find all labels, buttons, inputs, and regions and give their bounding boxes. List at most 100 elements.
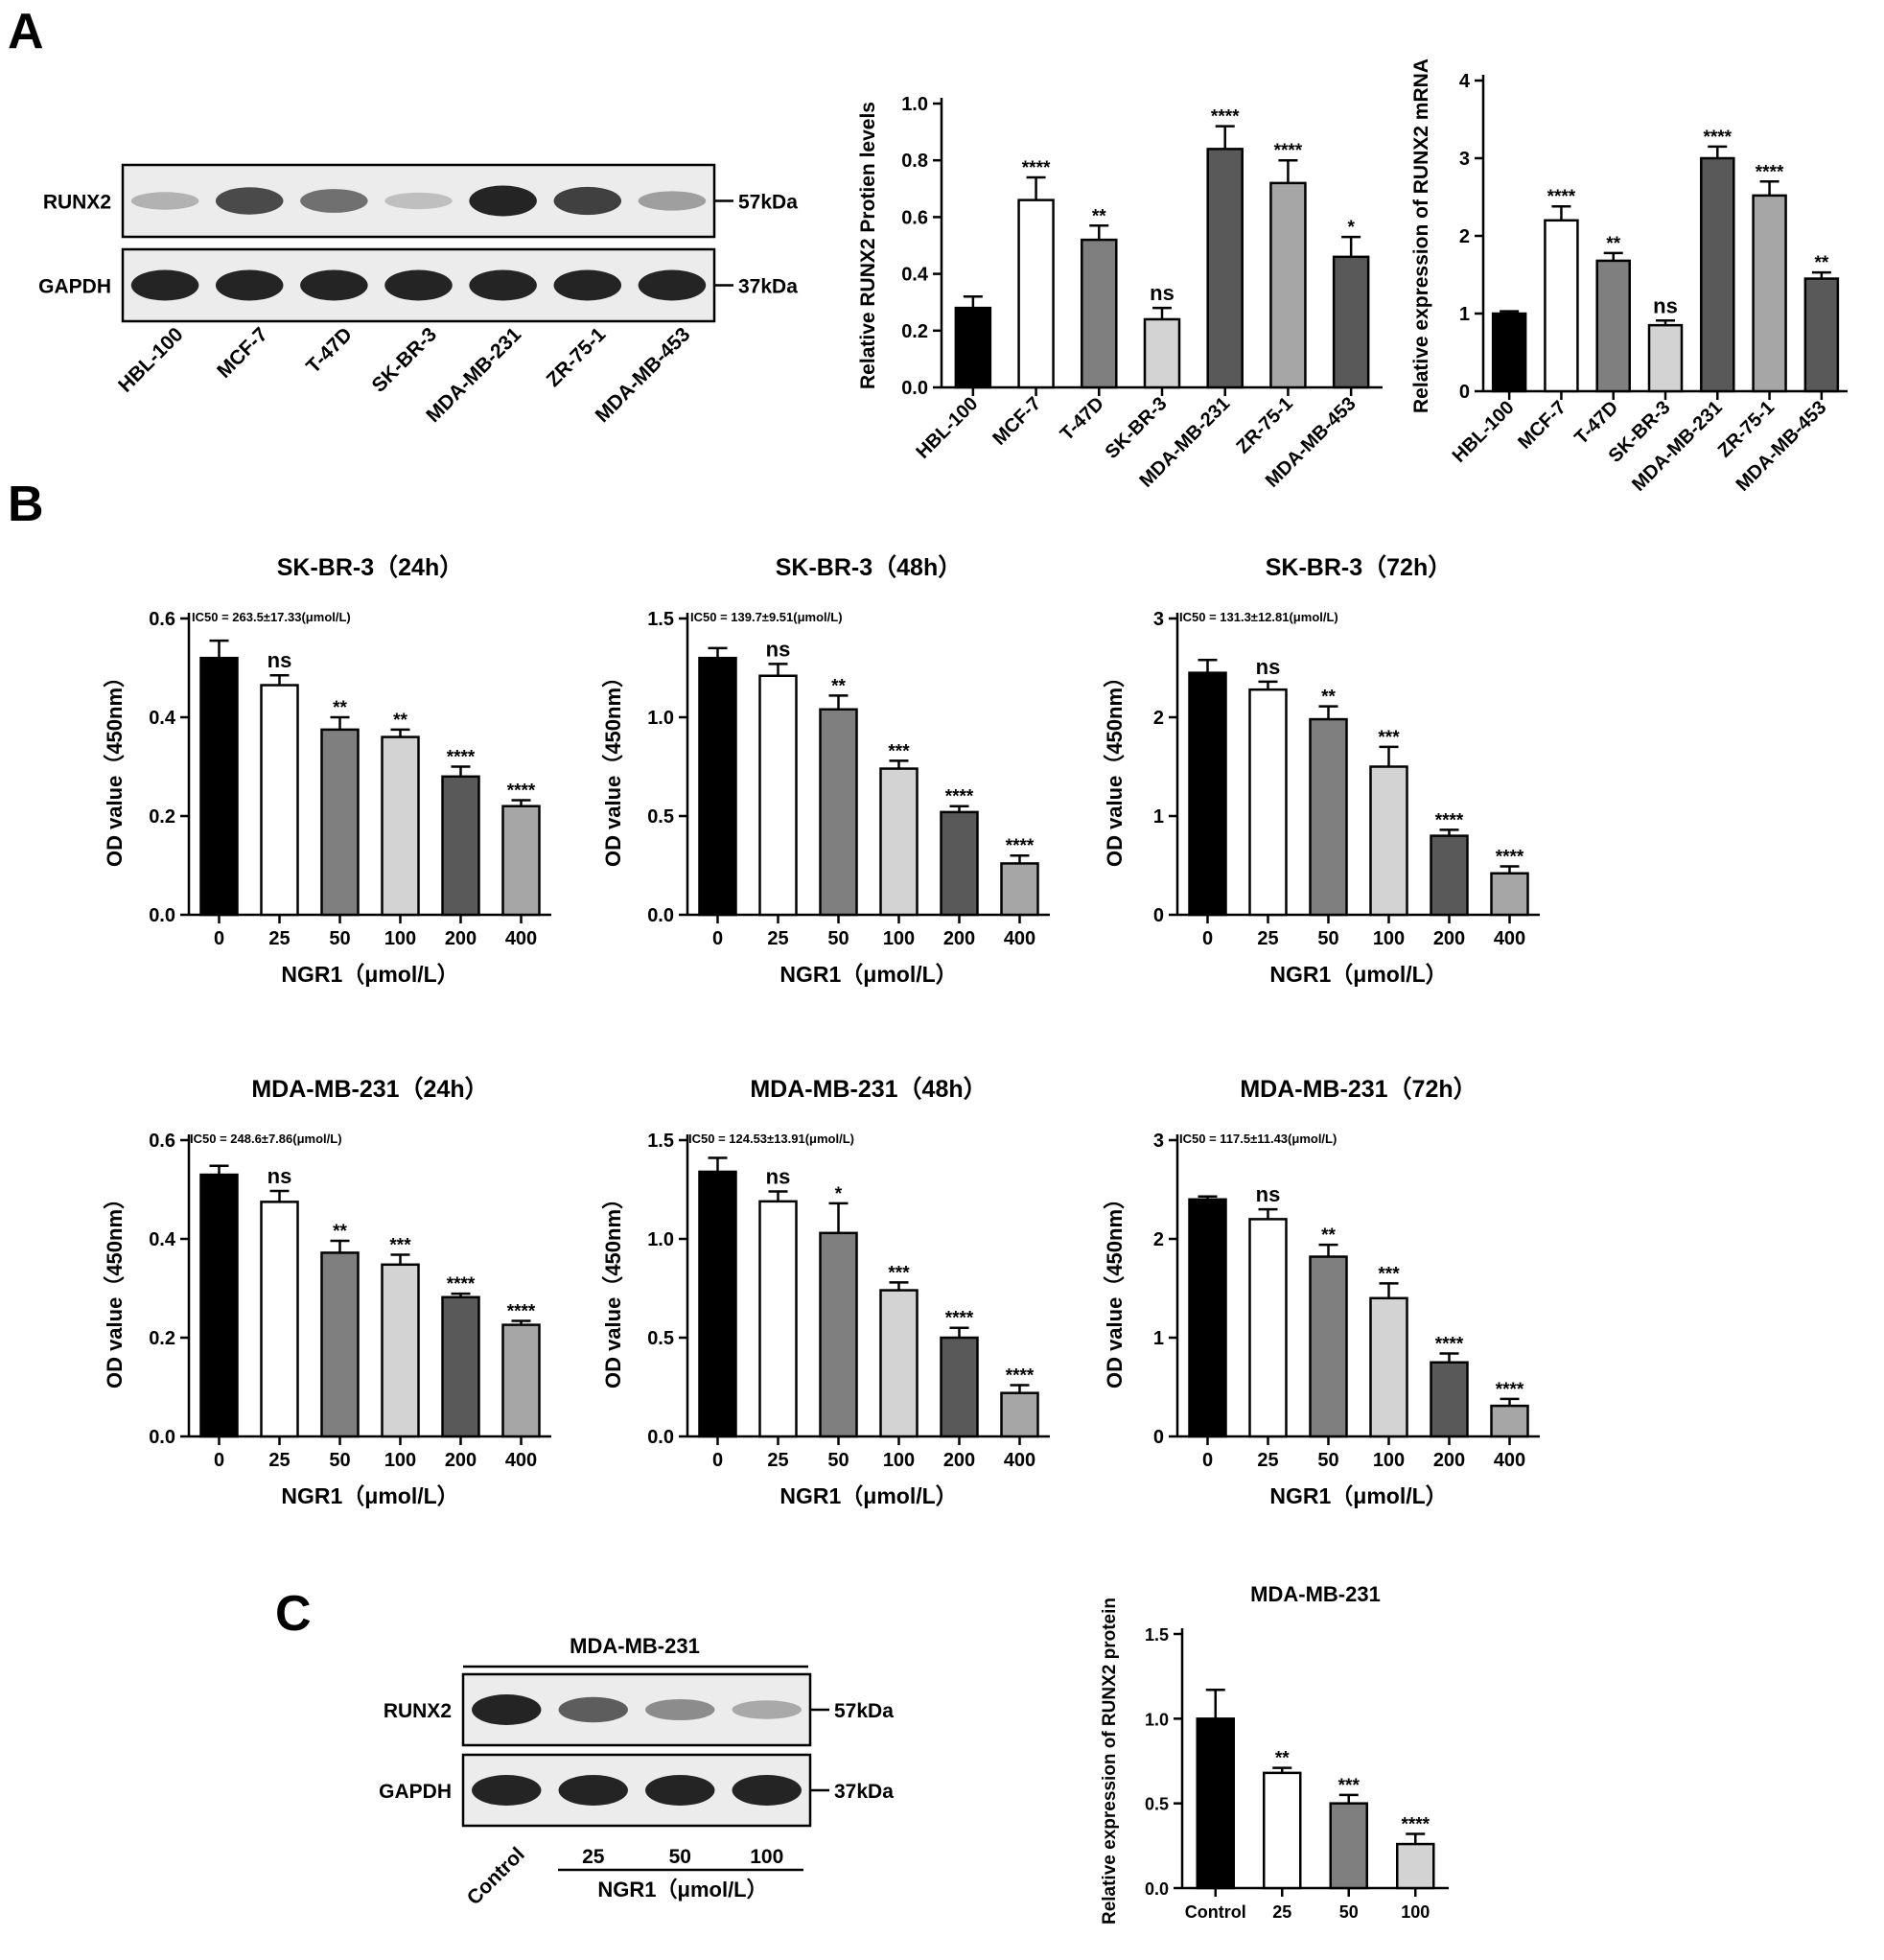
bar-200 bbox=[942, 1338, 978, 1436]
blot-band-gapdh bbox=[300, 270, 368, 301]
size-label: 37kDa bbox=[738, 276, 798, 298]
significance-label: ns bbox=[1653, 293, 1678, 317]
x-tick-label: HBL-100 bbox=[1449, 397, 1519, 467]
ic50-annotation: IC50 = 117.5±11.43(μmol/L) bbox=[1179, 1132, 1337, 1146]
significance-label: * bbox=[1347, 218, 1355, 238]
x-tick-label: 200 bbox=[1433, 928, 1465, 949]
blot-band-runx2 bbox=[733, 1700, 802, 1718]
x-axis-label: NGR1（μmol/L） bbox=[281, 1483, 458, 1508]
ic50-annotation: IC50 = 139.7±9.51(μmol/L) bbox=[690, 610, 843, 624]
y-axis-label: OD value（450nm） bbox=[103, 1188, 127, 1388]
bar-50 bbox=[821, 1233, 857, 1436]
significance-label: ns bbox=[1256, 1182, 1281, 1206]
significance-label: ns bbox=[267, 648, 292, 672]
lane-label: 50 bbox=[669, 1846, 691, 1868]
significance-label: **** bbox=[1211, 107, 1240, 128]
significance-label: ns bbox=[766, 637, 791, 661]
bar-25 bbox=[760, 676, 797, 915]
y-tick-label: 2 bbox=[1459, 226, 1470, 247]
significance-label: ** bbox=[1321, 1225, 1336, 1246]
x-tick-label: ZR-75-1 bbox=[1233, 393, 1297, 457]
significance-label: **** bbox=[507, 782, 536, 802]
bar-100 bbox=[881, 769, 918, 915]
blot-band-gapdh bbox=[733, 1775, 802, 1806]
chart-title: MDA-MB-231 bbox=[1250, 1582, 1381, 1606]
x-tick-label: MCF-7 bbox=[1514, 397, 1570, 454]
y-tick-label: 3 bbox=[1459, 149, 1470, 170]
significance-label: **** bbox=[1401, 1814, 1430, 1834]
bar-100 bbox=[1371, 767, 1407, 916]
x-tick-label: Control bbox=[1185, 1902, 1246, 1922]
x-tick-label: 25 bbox=[1257, 1450, 1278, 1471]
x-tick-label: 200 bbox=[445, 1450, 477, 1471]
blot-row-label-gapdh: GAPDH bbox=[38, 276, 111, 298]
lane-label: Control bbox=[463, 1843, 529, 1909]
y-tick-label: 1.0 bbox=[647, 708, 674, 729]
significance-label: ** bbox=[333, 698, 347, 718]
y-tick-label: 1.0 bbox=[647, 1229, 674, 1250]
x-axis-label: NGR1（μmol/L） bbox=[281, 962, 458, 987]
bar-400 bbox=[1492, 874, 1528, 915]
bar-50 bbox=[322, 1252, 359, 1436]
significance-label: *** bbox=[1338, 1776, 1361, 1796]
chart-runx2-mrna-expression: 0 1 2 3 4 Relative expression of RUNX2 mRNA HB… bbox=[1410, 58, 1848, 496]
x-tick-label: 50 bbox=[1317, 928, 1338, 949]
size-label: 57kDa bbox=[738, 192, 798, 214]
blot-band-runx2 bbox=[639, 191, 707, 210]
blot-band-gapdh bbox=[216, 270, 284, 301]
y-tick-label: 0.2 bbox=[149, 806, 175, 828]
significance-label: ** bbox=[1092, 206, 1106, 226]
y-tick-label: 0.2 bbox=[149, 1328, 175, 1349]
bar-mcf-7 bbox=[1019, 200, 1054, 387]
lane-label: MCF-7 bbox=[213, 323, 272, 383]
panel-label-a: A bbox=[8, 4, 44, 59]
x-tick-label: HBL-100 bbox=[912, 393, 982, 463]
bar-400 bbox=[1002, 863, 1038, 915]
blot-band-runx2 bbox=[384, 193, 453, 209]
x-tick-label: 0 bbox=[1202, 1450, 1213, 1471]
bar-200 bbox=[1431, 1363, 1468, 1436]
significance-label: **** bbox=[945, 787, 974, 807]
y-tick-label: 1.0 bbox=[1145, 1710, 1169, 1729]
significance-label: ** bbox=[1321, 688, 1336, 708]
bar-100 bbox=[1397, 1844, 1433, 1888]
x-tick-label: 25 bbox=[1272, 1902, 1291, 1922]
significance-label: ns bbox=[766, 1165, 791, 1189]
blot-band-runx2 bbox=[469, 186, 537, 217]
significance-label: **** bbox=[1022, 158, 1051, 178]
significance-label: *** bbox=[389, 1235, 411, 1255]
bar-50 bbox=[322, 730, 359, 915]
y-tick-label: 1 bbox=[1459, 304, 1470, 325]
significance-label: ns bbox=[1150, 281, 1175, 305]
western-blot-a: RUNX2 57kDa GAPDH 37kDa HBL-100 MCF-7 T-47D SK-… bbox=[38, 165, 798, 427]
x-tick-label: MCF-7 bbox=[989, 393, 1045, 450]
x-tick-label: 0 bbox=[214, 1450, 224, 1471]
y-tick-label: 0.4 bbox=[149, 708, 176, 729]
chart-skbr3-24h: SK-BR-3（24h） IC50 = 263.5±17.33(μmol/L) 0.… bbox=[103, 553, 551, 987]
significance-label: ns bbox=[267, 1164, 292, 1188]
x-tick-label: MDA-MB-453 bbox=[1733, 397, 1831, 496]
x-tick-label: 100 bbox=[384, 928, 416, 949]
y-tick-label: 0.6 bbox=[149, 1131, 175, 1152]
x-axis-label: NGR1（μmol/L） bbox=[1269, 962, 1447, 987]
significance-label: **** bbox=[447, 748, 476, 768]
bar-400 bbox=[1002, 1393, 1038, 1436]
x-tick-label: 400 bbox=[505, 1450, 537, 1471]
y-tick-label: 2 bbox=[1153, 708, 1164, 729]
chart-title: MDA-MB-231（48h） bbox=[750, 1075, 987, 1103]
x-tick-label: 100 bbox=[1373, 1450, 1405, 1471]
chart-mda-mb-231-24h: MDA-MB-231（24h） IC50 = 248.6±7.86(μmol/L)… bbox=[103, 1075, 551, 1508]
y-tick-label: 1.0 bbox=[901, 94, 928, 115]
y-tick-label: 0.2 bbox=[901, 321, 928, 342]
y-tick-label: 0.5 bbox=[647, 1328, 674, 1349]
bar-0 bbox=[700, 658, 736, 915]
blot-band-runx2 bbox=[554, 187, 622, 215]
y-tick-label: 1 bbox=[1153, 806, 1164, 828]
x-tick-label: 400 bbox=[1494, 1450, 1525, 1471]
significance-label: **** bbox=[1435, 810, 1464, 830]
bar-100 bbox=[383, 737, 419, 915]
chart-mda-mb-231-48h: MDA-MB-231（48h） IC50 = 124.53±13.91(μmol/… bbox=[601, 1075, 1050, 1508]
y-tick-label: 0 bbox=[1153, 905, 1164, 926]
y-tick-label: 0.6 bbox=[901, 207, 928, 228]
x-tick-label: 200 bbox=[943, 1450, 975, 1471]
